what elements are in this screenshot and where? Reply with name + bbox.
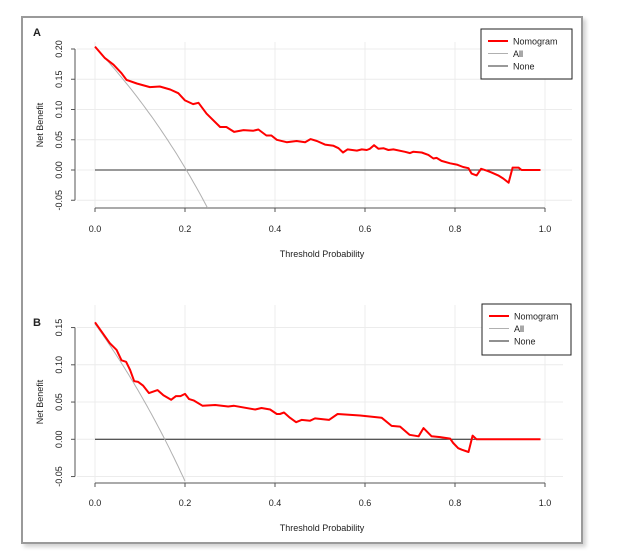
legend-label-none: None	[514, 337, 536, 347]
x-tick-label: 0.4	[269, 498, 282, 508]
x-axis-label-b: Threshold Probability	[280, 523, 365, 533]
x-tick-label: 0.2	[179, 498, 192, 508]
y-tick-label: -0.05	[54, 466, 64, 487]
y-tick-label: 0.10	[54, 101, 64, 119]
legend-label-all: All	[513, 49, 523, 59]
x-tick-label: 0.6	[359, 498, 372, 508]
legend-label-all: All	[514, 324, 524, 334]
lines-b	[94, 321, 541, 482]
x-axis-label-a: Threshold Probability	[280, 249, 365, 259]
y-tick-label: 0.15	[54, 70, 64, 88]
series-all-line	[94, 323, 186, 482]
axes-b: -0.05 0.00 0.05 0.10 0.15 0.0 0.2 0.4 0.6 0.8 1.0	[54, 319, 551, 508]
x-tick-label: 0.0	[89, 224, 102, 234]
y-tick-label: 0.00	[54, 431, 64, 449]
legend-label-none: None	[513, 62, 535, 72]
x-tick-label: 0.8	[449, 224, 462, 234]
x-tick-label: 0.8	[449, 498, 462, 508]
legend-box	[481, 303, 572, 356]
y-axis-label-a: Net Benefit	[35, 102, 45, 147]
y-tick-label: 0.10	[54, 356, 64, 374]
y-tick-label: -0.05	[54, 190, 64, 211]
series-nomogram-line	[94, 321, 541, 453]
panel-a: A -0.05 0.00 0.05 0.10 0.15 0.20 0.0 0.2 0.4 0.6 0…	[33, 27, 573, 259]
x-tick-label: 0.4	[269, 224, 282, 234]
x-tick-label: 0.6	[359, 224, 372, 234]
legend-label-nomogram: Nomogram	[514, 312, 559, 322]
panel-label-a: A	[33, 27, 41, 39]
y-tick-label: 0.05	[54, 393, 64, 411]
legend-label-nomogram: Nomogram	[513, 37, 558, 47]
y-tick-label: 0.05	[54, 131, 64, 149]
y-axis-label-b: Net Benefit	[35, 379, 45, 424]
legend-b: Nomogram All None	[481, 303, 572, 356]
axes-a: -0.05 0.00 0.05 0.10 0.15 0.20 0.0 0.2 0.4 0.6 0.8…	[54, 40, 551, 234]
lines-a	[94, 45, 541, 208]
panel-label-b: B	[33, 317, 41, 329]
x-tick-label: 1.0	[539, 498, 552, 508]
y-tick-label: 0.15	[54, 319, 64, 337]
y-tick-label: 0.20	[54, 40, 64, 58]
series-all-line	[94, 46, 208, 208]
y-tick-label: 0.00	[54, 161, 64, 179]
series-nomogram-line	[94, 45, 541, 184]
figure-frame	[21, 16, 583, 544]
x-tick-label: 1.0	[539, 224, 552, 234]
x-tick-label: 0.2	[179, 224, 192, 234]
panel-b: B -0.05 0.00 0.05 0.10 0.15 0.0 0.2 0.4 0.6 0.8 1.…	[33, 303, 572, 533]
grid-a	[77, 42, 572, 208]
legend-a: Nomogram All None	[480, 28, 573, 80]
x-tick-label: 0.0	[89, 498, 102, 508]
